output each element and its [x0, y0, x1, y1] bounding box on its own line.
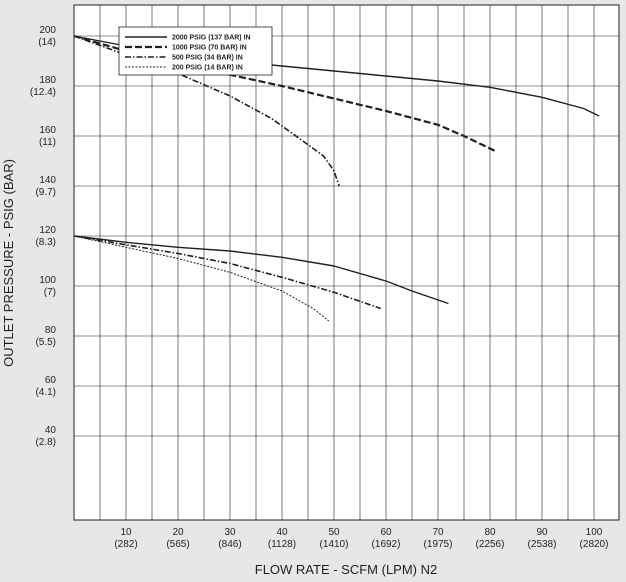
legend-item: 1000 PSIG (70 BAR) IN [125, 45, 247, 52]
legend-label: 200 PSIG (14 BAR) IN [172, 65, 243, 72]
svg-text:(2.8): (2.8) [35, 437, 56, 448]
y-tick-label: 200(14) [38, 25, 56, 48]
y-tick-label: 80(5.5) [35, 325, 56, 348]
svg-text:(846): (846) [218, 539, 241, 550]
legend-item: 200 PSIG (14 BAR) IN [125, 65, 243, 72]
x-tick-label: 50(1410) [320, 527, 349, 550]
svg-text:100: 100 [39, 275, 56, 286]
svg-text:(4.1): (4.1) [35, 387, 56, 398]
svg-text:140: 140 [39, 175, 56, 186]
x-tick-label: 90(2538) [528, 527, 557, 550]
y-tick-label: 160(11) [39, 125, 56, 148]
svg-text:(5.5): (5.5) [35, 337, 56, 348]
grid-lines [74, 5, 619, 520]
svg-text:160: 160 [39, 125, 56, 136]
y-tick-label: 40(2.8) [35, 425, 56, 448]
y-tick-label: 140(9.7) [35, 175, 56, 198]
svg-text:100: 100 [586, 527, 603, 538]
svg-text:(2538): (2538) [528, 539, 557, 550]
series-line [73, 235, 382, 310]
y-tick-label: 60(4.1) [35, 375, 56, 398]
svg-text:50: 50 [328, 527, 340, 538]
x-tick-label: 40(1128) [268, 527, 296, 550]
x-tick-label: 20(565) [166, 527, 189, 550]
x-tick-label: 80(2256) [476, 527, 505, 550]
svg-text:(2256): (2256) [476, 539, 505, 550]
svg-text:(1128): (1128) [268, 539, 296, 550]
svg-text:(8.3): (8.3) [35, 237, 56, 248]
legend-item: 2000 PSIG (137 BAR) IN [125, 35, 251, 42]
svg-text:(7): (7) [44, 287, 56, 298]
x-axis-title: FLOW RATE - SCFM (LPM) N2 [255, 562, 437, 577]
svg-text:(1692): (1692) [372, 539, 401, 550]
svg-text:40: 40 [45, 425, 57, 436]
svg-text:(282): (282) [114, 539, 137, 550]
svg-text:70: 70 [432, 527, 444, 538]
legend-item: 500 PSIG (34 BAR) IN [125, 55, 243, 62]
legend-label: 1000 PSIG (70 BAR) IN [172, 45, 247, 52]
svg-text:200: 200 [39, 25, 56, 36]
y-tick-label: 120(8.3) [35, 225, 56, 248]
svg-text:80: 80 [484, 527, 496, 538]
plot-frame [73, 4, 620, 521]
svg-text:(1410): (1410) [320, 539, 349, 550]
svg-text:(565): (565) [166, 539, 189, 550]
x-tick-label: 10(282) [114, 527, 137, 550]
y-tick-label: 180(12.4) [30, 75, 57, 98]
svg-text:(14): (14) [38, 37, 56, 48]
svg-text:80: 80 [45, 325, 57, 336]
svg-text:(2820): (2820) [580, 539, 609, 550]
svg-text:180: 180 [39, 75, 56, 86]
legend-label: 2000 PSIG (137 BAR) IN [172, 35, 251, 42]
svg-text:60: 60 [45, 375, 57, 386]
legend: 2000 PSIG (137 BAR) IN 1000 PSIG (70 BAR)… [118, 26, 273, 76]
svg-text:(9.7): (9.7) [35, 187, 56, 198]
svg-text:10: 10 [120, 527, 132, 538]
svg-text:60: 60 [380, 527, 392, 538]
y-tick-label: 100(7) [39, 275, 56, 298]
svg-text:(11): (11) [39, 137, 56, 148]
svg-text:30: 30 [224, 527, 236, 538]
x-axis-ticks: 10(282)20(565)30(846)40(1128)50(1410)60(… [114, 527, 608, 550]
plot-area [74, 5, 619, 520]
series-line [73, 235, 330, 322]
y-axis-ticks: 40(2.8) 60(4.1) 80(5.5) 100(7) 120(8.3) 140(9… [30, 25, 57, 448]
svg-text:(1975): (1975) [424, 539, 453, 550]
legend-label: 500 PSIG (34 BAR) IN [172, 55, 243, 62]
series-line [73, 235, 449, 305]
svg-text:(12.4): (12.4) [30, 87, 56, 98]
svg-text:120: 120 [39, 225, 56, 236]
x-tick-label: 60(1692) [372, 527, 401, 550]
svg-text:90: 90 [536, 527, 548, 538]
svg-text:40: 40 [276, 527, 288, 538]
y-axis-title: OUTLET PRESSURE - PSIG (BAR) [1, 159, 16, 367]
x-tick-label: 100(2820) [580, 527, 609, 550]
x-tick-label: 30(846) [218, 527, 241, 550]
x-tick-label: 70(1975) [424, 527, 453, 550]
svg-text:20: 20 [172, 527, 184, 538]
